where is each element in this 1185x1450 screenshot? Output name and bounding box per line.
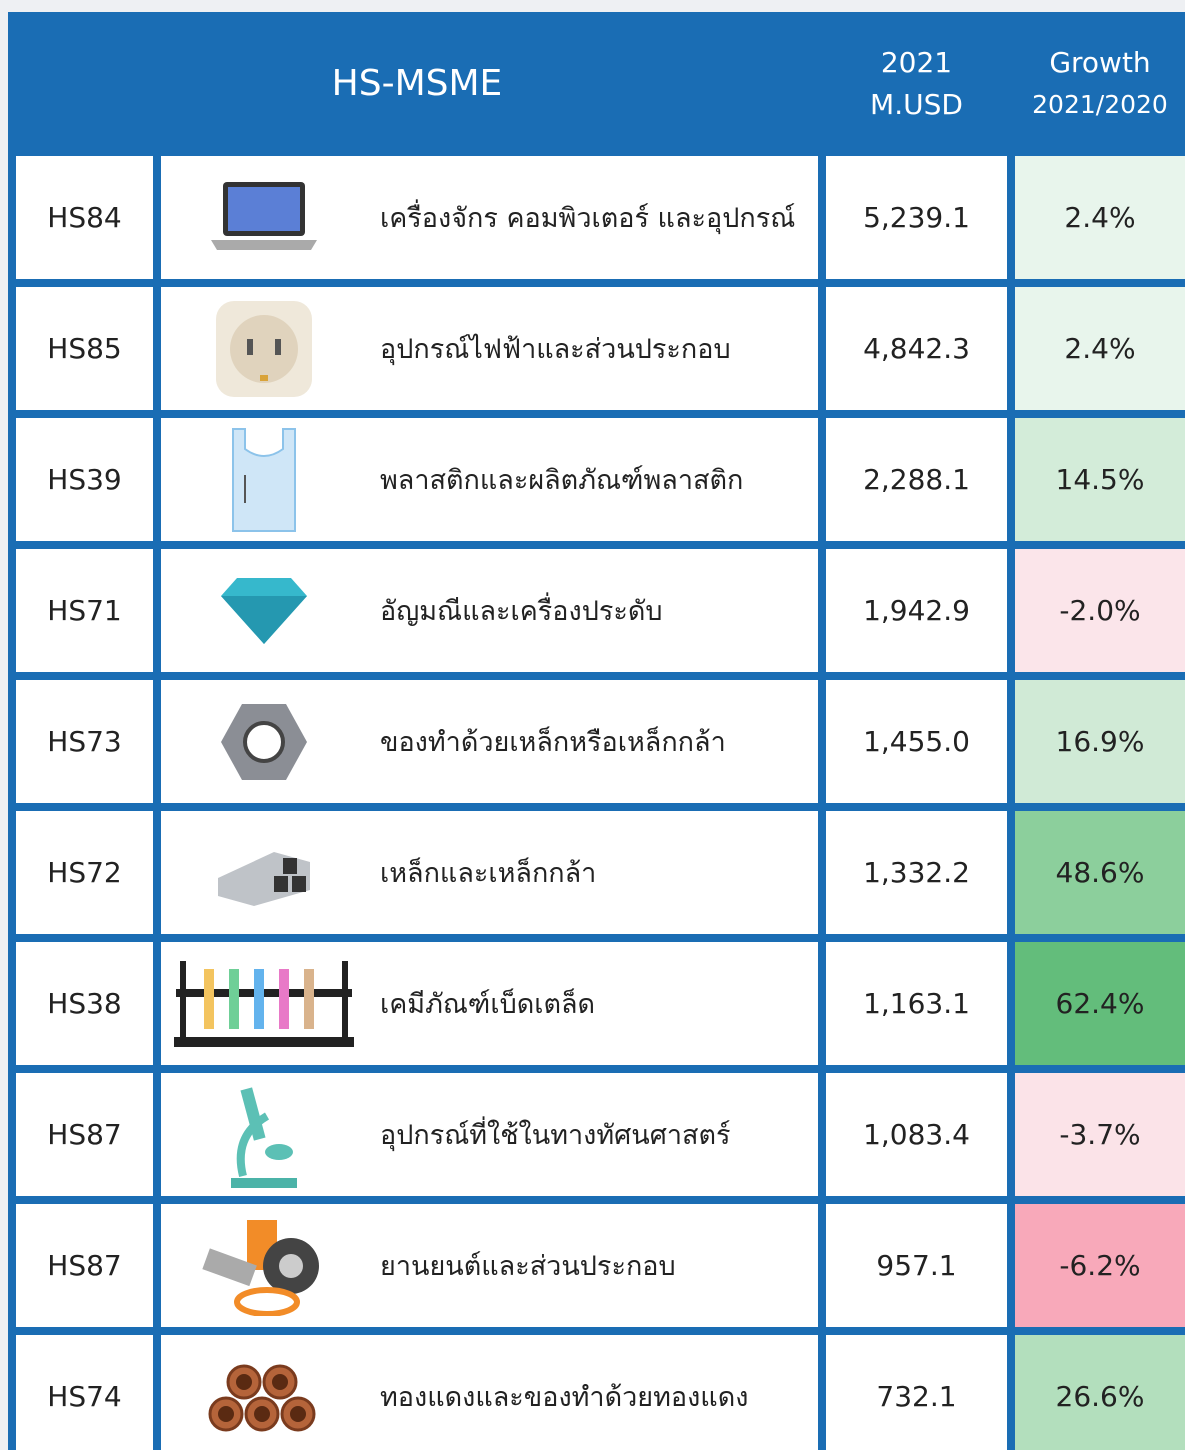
product-name: อุปกรณ์ไฟฟ้าและส่วนประกอบ (380, 334, 731, 365)
product-name: พลาสติกและผลิตภัณฑ์พลาสติก (380, 465, 744, 496)
icon-box (161, 959, 366, 1049)
value: 4,842.3 (826, 287, 1007, 410)
value: 1,332.2 (826, 811, 1007, 934)
growth-period: 2021/2020 (1032, 90, 1168, 119)
icon-box (161, 838, 366, 908)
value: 732.1 (826, 1335, 1007, 1450)
hs-code: HS73 (16, 680, 153, 803)
product-name: อัญมณีและเครื่องประดับ (380, 596, 663, 627)
header-value: 2021 M.USD (826, 20, 1007, 148)
icon (173, 960, 354, 1047)
icon (208, 1364, 315, 1431)
icon-box (161, 1352, 366, 1442)
icon (201, 1219, 319, 1316)
icon-box (161, 178, 366, 258)
icon-box (161, 576, 366, 646)
product-name: อุปกรณ์ที่ใช้ในทางทัศนศาสตร์ (380, 1120, 731, 1151)
icon-box (161, 425, 366, 535)
hs-code: HS87 (16, 1073, 153, 1196)
product-name: เครื่องจักร คอมพิวเตอร์ และอุปกรณ์ (380, 203, 796, 234)
icon-box (161, 702, 366, 782)
hs-code: HS74 (16, 1335, 153, 1450)
value: 1,163.1 (826, 942, 1007, 1065)
growth: 26.6% (1015, 1335, 1185, 1450)
icon (215, 300, 312, 397)
growth: -6.2% (1015, 1204, 1185, 1327)
icon (217, 851, 310, 906)
value: 1,083.4 (826, 1073, 1007, 1196)
growth: 48.6% (1015, 811, 1185, 934)
product-name: ยานยนต์และส่วนประกอบ (380, 1251, 676, 1282)
icon-box (161, 1080, 366, 1190)
product-name: ทองแดงและของทำด้วยทองแดง (380, 1382, 749, 1413)
value: 957.1 (826, 1204, 1007, 1327)
description-cell: อุปกรณ์ที่ใช้ในทางทัศนศาสตร์ (161, 1073, 818, 1196)
description-cell: ของทำด้วยเหล็กหรือเหล็กกล้า (161, 680, 818, 803)
title-text: HS-MSME (331, 63, 503, 104)
hs-code: HS84 (16, 156, 153, 279)
description-cell: อัญมณีและเครื่องประดับ (161, 549, 818, 672)
value: 5,239.1 (826, 156, 1007, 279)
icon (230, 1086, 297, 1188)
product-name: ของทำด้วยเหล็กหรือเหล็กกล้า (380, 727, 726, 758)
growth: 2.4% (1015, 156, 1185, 279)
hs-code: HS85 (16, 287, 153, 410)
icon (220, 577, 307, 644)
value: 2,288.1 (826, 418, 1007, 541)
icon (210, 181, 317, 250)
growth: 62.4% (1015, 942, 1185, 1065)
description-cell: เคมีภัณฑ์เบ็ดเตล็ด (161, 942, 818, 1065)
value: 1,455.0 (826, 680, 1007, 803)
table: HS-MSME 2021 M.USD Growth 2021/2020 HS84… (8, 12, 1185, 1450)
description-cell: ทองแดงและของทำด้วยทองแดง (161, 1335, 818, 1450)
icon-box (161, 299, 366, 399)
growth: -3.7% (1015, 1073, 1185, 1196)
value-year: 2021 (880, 46, 953, 79)
growth-title: Growth (1049, 46, 1151, 79)
description-cell: ยานยนต์และส่วนประกอบ (161, 1204, 818, 1327)
growth: 2.4% (1015, 287, 1185, 410)
product-name: เหล็กและเหล็กกล้า (380, 858, 597, 889)
product-name: เคมีภัณฑ์เบ็ดเตล็ด (380, 989, 596, 1020)
growth: 16.9% (1015, 680, 1185, 803)
hs-code: HS87 (16, 1204, 153, 1327)
hs-code: HS72 (16, 811, 153, 934)
growth: -2.0% (1015, 549, 1185, 672)
hs-code: HS71 (16, 549, 153, 672)
hs-code: HS38 (16, 942, 153, 1065)
growth: 14.5% (1015, 418, 1185, 541)
icon (231, 427, 296, 532)
value-unit: M.USD (870, 88, 963, 121)
description-cell: เหล็กและเหล็กกล้า (161, 811, 818, 934)
description-cell: เครื่องจักร คอมพิวเตอร์ และอุปกรณ์ (161, 156, 818, 279)
header-growth: Growth 2021/2020 (1015, 20, 1185, 148)
description-cell: พลาสติกและผลิตภัณฑ์พลาสติก (161, 418, 818, 541)
value: 1,942.9 (826, 549, 1007, 672)
description-cell: อุปกรณ์ไฟฟ้าและส่วนประกอบ (161, 287, 818, 410)
hs-code: HS39 (16, 418, 153, 541)
icon (220, 703, 307, 780)
icon-box (161, 1216, 366, 1316)
header-title: HS-MSME (16, 20, 818, 148)
